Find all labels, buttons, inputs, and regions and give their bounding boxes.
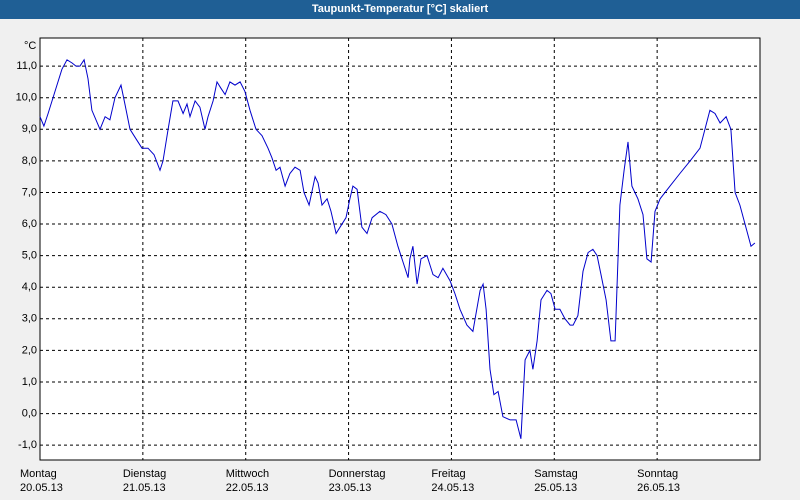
chart-title: Taupunkt-Temperatur [°C] skaliert (0, 0, 800, 19)
y-tick-label: 6,0 (22, 218, 37, 230)
x-tick-label: Mittwoch 22.05.13 (225, 468, 270, 494)
x-tick-label: Sonntag 26.05.13 (637, 468, 680, 494)
y-tick-label: 0,0 (22, 407, 37, 419)
y-tick-label: 5,0 (22, 250, 37, 262)
x-tick-label: Montag 20.05.13 (20, 468, 63, 494)
y-tick-label: 4,0 (22, 281, 37, 293)
data-line (39, 58, 756, 439)
x-tick-label: Freitag 24.05.13 (431, 468, 475, 494)
y-unit: °C (24, 40, 36, 52)
y-tick-label: 3,0 (22, 313, 37, 325)
x-tick-label: Dienstag 21.05.13 (122, 468, 167, 494)
y-tick-label: 8,0 (22, 155, 37, 167)
y-tick-label: 2,0 (22, 344, 37, 356)
y-tick-label: 1,0 (22, 376, 37, 388)
plot-area (39, 37, 761, 461)
x-tick-label: Samstag 25.05.13 (534, 468, 578, 494)
y-tick-label: -1,0 (18, 439, 37, 451)
y-tick-label: 10,0 (16, 92, 37, 104)
y-tick-label: 9,0 (22, 123, 37, 135)
y-tick-label: 11,0 (16, 60, 37, 72)
y-tick-label: 7,0 (22, 186, 37, 198)
x-tick-label: Donnerstag 23.05.13 (328, 468, 386, 494)
